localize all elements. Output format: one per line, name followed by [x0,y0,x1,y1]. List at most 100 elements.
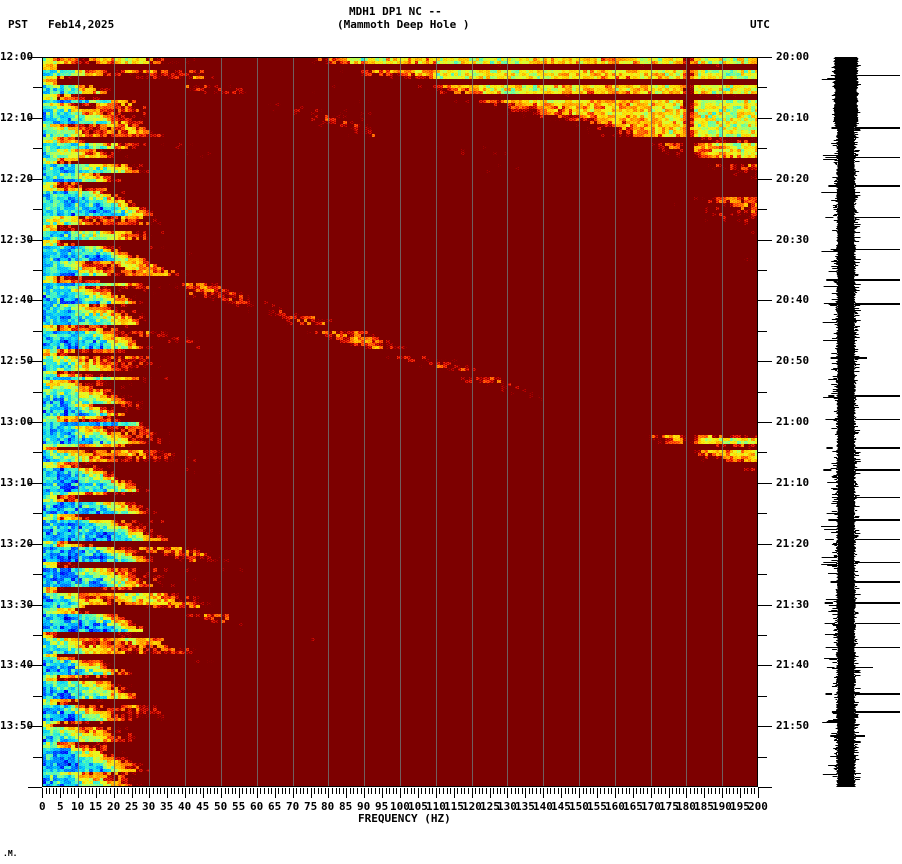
freq-tick-minor [554,788,555,794]
timezone-label-left: PST [8,18,28,31]
freq-tick-minor [242,788,243,794]
time-tick-major-left [28,240,42,241]
freq-tick-major [346,788,347,798]
freq-tick-minor [74,788,75,794]
freq-tick-major [221,788,222,798]
freq-tick-label: 70 [286,800,300,813]
freq-tick-minor [404,788,405,794]
freq-tick-minor [189,788,190,794]
freq-tick-minor [139,788,140,794]
spectrogram-canvas[interactable] [42,57,758,787]
freq-tick-label: 0 [39,800,46,813]
freq-tick-minor [461,788,462,794]
freq-tick-minor [332,788,333,794]
freq-tick-minor [71,788,72,794]
freq-tick-major [669,788,670,798]
freq-tick-minor [81,788,82,794]
freq-tick-label: 50 [214,800,228,813]
freq-tick-minor [532,788,533,794]
time-tick-minor-left [33,513,42,514]
freq-tick-minor [92,788,93,794]
time-tick-major-left [28,361,42,362]
freq-tick-minor [146,788,147,794]
freq-tick-label: 25 [125,800,139,813]
freq-tick-label: 120 [462,800,482,813]
time-label-utc: 20:20 [776,172,810,185]
freq-tick-minor [386,788,387,794]
time-label-pst: 13:10 [0,476,34,489]
freq-tick-major [472,788,473,798]
freq-tick-minor [336,788,337,794]
freq-tick-label: 150 [569,800,589,813]
freq-tick-major [633,788,634,798]
freq-tick-minor [683,788,684,794]
freq-tick-minor [128,788,129,794]
time-label-pst: 12:00 [0,50,34,63]
freq-tick-minor [110,788,111,794]
freq-tick-minor [339,788,340,794]
time-tick-minor-right [758,331,767,332]
timezone-label-right: UTC [750,18,770,31]
freq-tick-minor [600,788,601,794]
time-tick-minor-right [758,148,767,149]
time-tick-major-left [28,179,42,180]
freq-tick-major [704,788,705,798]
freq-tick-minor [754,788,755,794]
freq-tick-label: 60 [250,800,264,813]
freq-tick-minor [547,788,548,794]
freq-tick-minor [296,788,297,794]
freq-tick-minor [643,788,644,794]
time-tick-major-right [758,57,772,58]
freq-tick-minor [536,788,537,794]
freq-tick-minor [661,788,662,794]
spectrogram-plot[interactable] [42,57,758,787]
time-label-utc: 21:50 [776,719,810,732]
freq-tick-minor [182,788,183,794]
freq-tick-minor [343,788,344,794]
time-tick-minor-right [758,209,767,210]
freq-tick-minor [67,788,68,794]
freq-tick-major [490,788,491,798]
freq-tick-minor [529,788,530,794]
freq-tick-major [275,788,276,798]
time-label-pst: 13:40 [0,658,34,671]
freq-tick-label: 125 [480,800,500,813]
freq-tick-minor [708,788,709,794]
freq-tick-minor [260,788,261,794]
freq-tick-minor [253,788,254,794]
time-tick-major-left [28,300,42,301]
freq-tick-minor [56,788,57,794]
freq-tick-label: 190 [712,800,732,813]
freq-tick-minor [604,788,605,794]
freq-tick-major [257,788,258,798]
time-label-utc: 21:20 [776,537,810,550]
freq-tick-minor [593,788,594,794]
freq-tick-minor [626,788,627,794]
freq-tick-label: 5 [57,800,64,813]
time-tick-minor-right [758,87,767,88]
freq-tick-minor [486,788,487,794]
time-tick-minor-left [33,757,42,758]
freq-tick-minor [497,788,498,794]
time-label-pst: 12:10 [0,111,34,124]
freq-tick-minor [457,788,458,794]
freq-tick-minor [63,788,64,794]
time-tick-minor-right [758,696,767,697]
freq-tick-minor [207,788,208,794]
freq-tick-label: 45 [196,800,210,813]
seismogram-trace [820,57,900,787]
time-label-utc: 21:40 [776,658,810,671]
station-title-line1: MDH1 DP1 NC -- [349,5,442,18]
freq-tick-minor [174,788,175,794]
freq-tick-major [400,788,401,798]
freq-tick-major [185,788,186,798]
time-tick-major-left [28,665,42,666]
freq-tick-minor [282,788,283,794]
freq-tick-minor [353,788,354,794]
freq-tick-minor [421,788,422,794]
freq-tick-major [96,788,97,798]
time-tick-minor-right [758,270,767,271]
freq-tick-minor [178,788,179,794]
freq-tick-minor [271,788,272,794]
freq-tick-minor [214,788,215,794]
